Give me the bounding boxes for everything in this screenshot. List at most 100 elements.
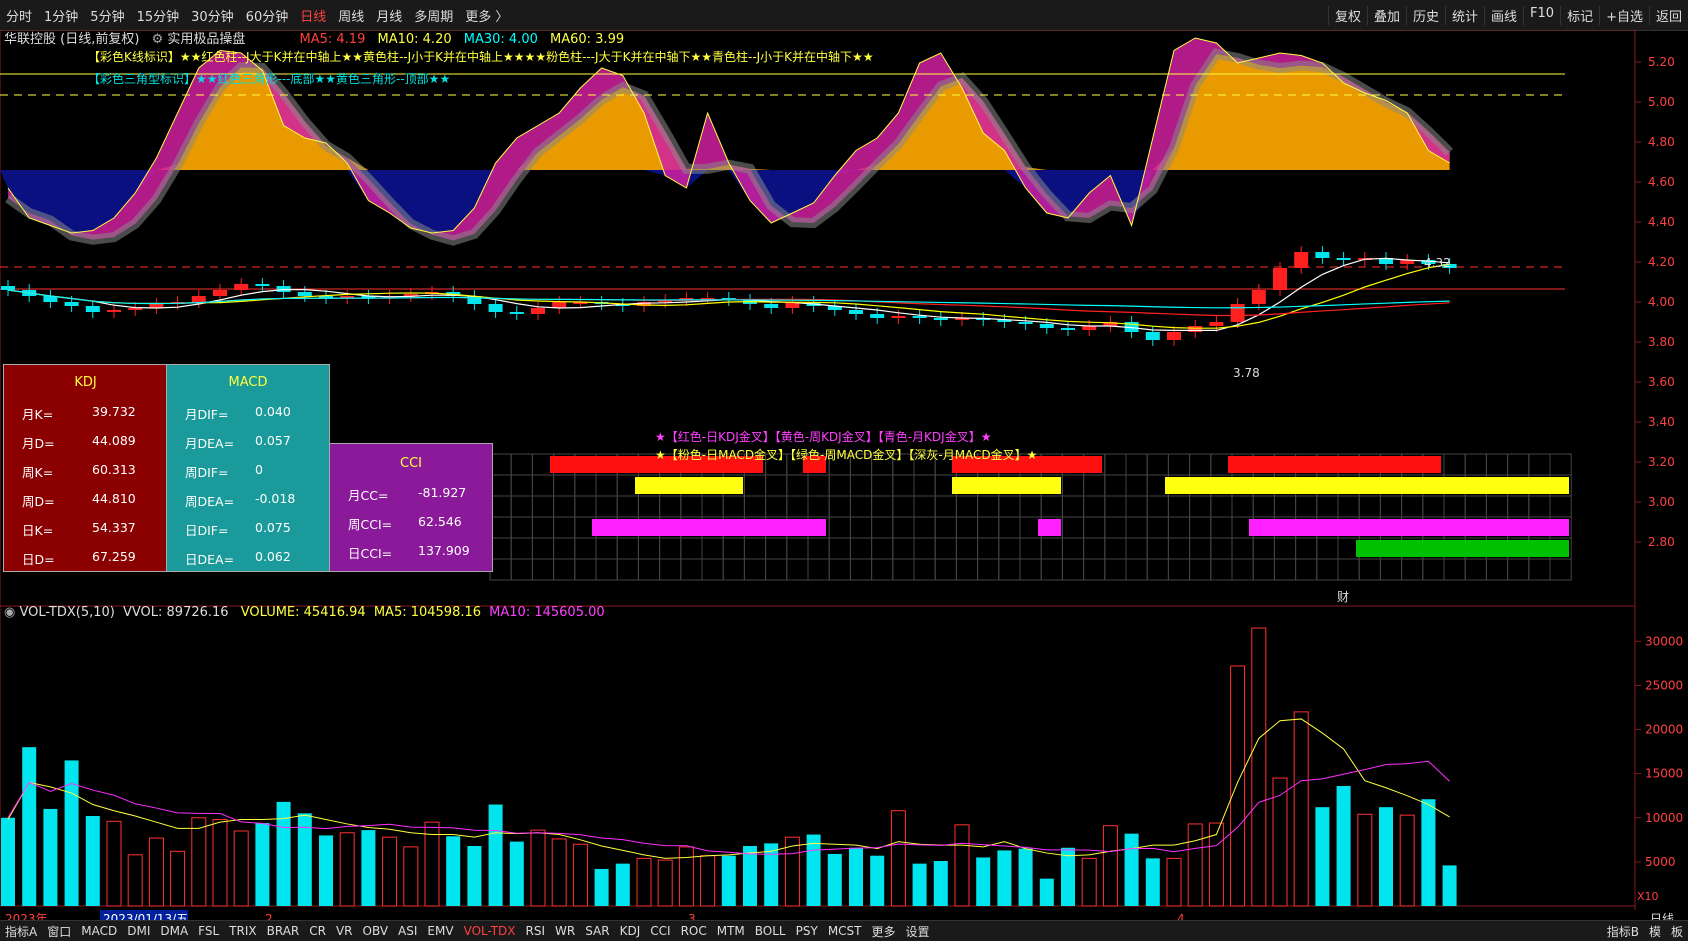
signal-cell: [680, 558, 703, 581]
indicator-tab-emv[interactable]: EMV: [427, 924, 454, 938]
candle-body: [297, 292, 312, 296]
signal-cell: [531, 558, 555, 581]
indicator-tab-cr[interactable]: CR: [309, 924, 326, 938]
signal-cell: [1231, 495, 1254, 518]
volume-bar: [1357, 813, 1373, 907]
mark-button[interactable]: 标记: [1560, 5, 1599, 25]
signal-cell: [871, 558, 894, 581]
signal-cell: [892, 516, 915, 539]
period-tab-1min[interactable]: 1分钟: [44, 9, 79, 25]
indicator-tab-vr[interactable]: VR: [335, 924, 353, 938]
period-tab-15min[interactable]: 15分钟: [136, 9, 180, 25]
period-tab-monthly[interactable]: 月线: [376, 9, 403, 25]
indicator-tab-asi[interactable]: ASI: [398, 924, 418, 938]
signal-cell: [1549, 495, 1572, 518]
indicator-tab-dmi[interactable]: DMI: [127, 924, 151, 938]
indicator-right-0[interactable]: 指标B: [1606, 924, 1639, 939]
candle-body: [1273, 268, 1287, 290]
add-watchlist-button[interactable]: +自选: [1599, 5, 1649, 25]
volume-bar: [382, 836, 398, 907]
indicator-tab-macd[interactable]: MACD: [81, 924, 118, 938]
volume-bar: [43, 808, 58, 906]
indicator-tab-roc[interactable]: ROC: [680, 924, 707, 938]
signal-cell: [1083, 516, 1106, 539]
volume-ma10-line: [7, 760, 1450, 855]
indicator-tab-boll[interactable]: BOLL: [754, 924, 786, 938]
indicator-tab-sar[interactable]: SAR: [585, 924, 610, 938]
signal-cell: [1358, 495, 1381, 518]
indicator-tab-mtm[interactable]: MTM: [716, 924, 745, 938]
indicator-tab-obv[interactable]: OBV: [362, 924, 389, 938]
indicator-tab-wr[interactable]: WR: [555, 924, 576, 938]
indicator-tab-窗口[interactable]: 窗口: [47, 924, 72, 939]
indicator-tab-vol-tdx[interactable]: VOL-TDX: [463, 924, 516, 938]
stats-button[interactable]: 统计: [1445, 5, 1484, 25]
row-value: 60.313: [92, 462, 136, 477]
legend-kline: 【彩色K线标识】★★红色柱--J大于K并在中轴上★★黄色柱--J小于K并在中轴上…: [88, 50, 874, 64]
row-value: 39.732: [92, 404, 136, 419]
indicator-right-2[interactable]: 板: [1670, 924, 1683, 939]
indicator-tab-更多[interactable]: 更多: [871, 924, 896, 939]
f10-button[interactable]: F10: [1523, 5, 1560, 25]
fuquan-button[interactable]: 复权: [1327, 5, 1367, 25]
stock-name[interactable]: 华联控股 (日线,前复权): [4, 32, 140, 47]
settings-gear-icon[interactable]: ⚙: [151, 32, 164, 47]
back-button[interactable]: 返回: [1648, 5, 1688, 25]
candle-body: [467, 296, 482, 304]
signal-cell: [828, 558, 851, 581]
candle-body: [255, 284, 270, 286]
signal-cell: [871, 537, 894, 560]
indicator-tab-fsl[interactable]: FSL: [198, 924, 220, 938]
signal-cell: [955, 516, 979, 539]
formula-name[interactable]: 实用极品操盘: [167, 32, 246, 47]
period-tab-30min[interactable]: 30分钟: [191, 9, 234, 25]
candle-body: [531, 308, 545, 314]
indicator-tab-dma[interactable]: DMA: [160, 924, 189, 938]
indicator-tab-指标a[interactable]: 指标A: [5, 924, 38, 939]
volume-collapse-icon[interactable]: ◉: [4, 605, 16, 620]
indicator-tab-cci[interactable]: CCI: [650, 924, 671, 938]
overlay-button[interactable]: 叠加: [1366, 5, 1406, 25]
signal-grid: [489, 453, 1572, 581]
candle-body: [997, 320, 1012, 322]
kdj-panel-title: KDJ: [74, 375, 97, 390]
indicator-tab-kdj[interactable]: KDJ: [619, 924, 641, 938]
period-tab-multi[interactable]: 多周期: [414, 9, 454, 25]
period-tab-daily[interactable]: 日线: [300, 9, 327, 25]
indicator-tab-psy[interactable]: PSY: [795, 924, 818, 938]
signal-cell: [1295, 558, 1318, 581]
indicator-right-1[interactable]: 模: [1648, 924, 1661, 939]
period-tab-weekly[interactable]: 周线: [338, 9, 365, 25]
candle-body: [785, 302, 800, 308]
signal-cell: [892, 495, 915, 518]
signal-cell: [1146, 495, 1169, 518]
cci-row: 周CCI= 62.546: [330, 514, 492, 533]
kdj-row: 月K= 39.732: [4, 404, 167, 423]
signal-cell: [574, 495, 597, 518]
indicator-tab-trix[interactable]: TRIX: [229, 924, 257, 938]
volume-indicator-name[interactable]: VOL-TDX(5,10): [19, 605, 115, 620]
indicator-tab-rsi[interactable]: RSI: [525, 924, 546, 938]
signal-cell: [637, 537, 661, 560]
indicator-tab-brar[interactable]: BRAR: [266, 924, 300, 938]
row-label: 月D=: [22, 436, 55, 451]
price-tick-label: 4.00: [1648, 295, 1675, 309]
signal-cell: [489, 537, 512, 560]
month-3-label: 3: [688, 912, 696, 926]
signal-cell: [553, 558, 576, 581]
signal-cell: [1549, 558, 1572, 581]
signal-cell: [871, 474, 894, 497]
indicator-tab-mcst[interactable]: MCST: [827, 924, 862, 938]
indicator-tab-设置[interactable]: 设置: [905, 924, 930, 939]
signal-cell: [743, 474, 767, 497]
draw-line-button[interactable]: 画线: [1484, 5, 1523, 25]
period-tab-5min[interactable]: 5分钟: [90, 9, 125, 25]
signal-cell: [510, 537, 533, 560]
period-tab-60min[interactable]: 60分钟: [245, 9, 289, 25]
signal-cell: [1167, 495, 1191, 518]
signal-cell: [1083, 558, 1106, 581]
row-value: 44.089: [92, 433, 136, 448]
period-tab-more[interactable]: 更多 〉: [465, 9, 509, 25]
history-button[interactable]: 历史: [1405, 5, 1445, 25]
period-tab-fenshi[interactable]: 分时: [6, 9, 33, 25]
